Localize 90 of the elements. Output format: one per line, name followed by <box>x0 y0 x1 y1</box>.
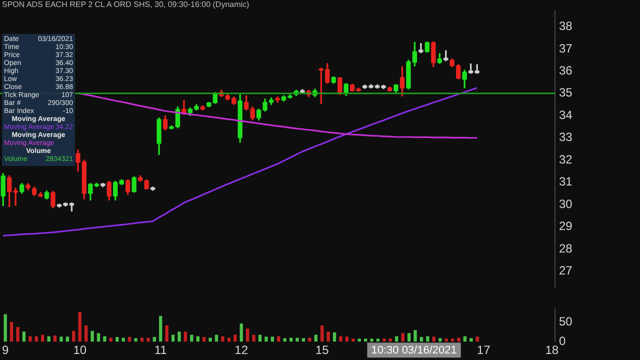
y-tick-label: 38 <box>559 19 573 34</box>
y-tick-label: 29 <box>559 219 573 234</box>
bar <box>134 338 138 342</box>
bar <box>208 338 212 342</box>
y-tick-label: 33 <box>559 130 573 144</box>
x-tick-label: 12 <box>234 343 248 358</box>
bar <box>296 338 299 342</box>
bar <box>314 334 318 342</box>
bar <box>90 330 94 342</box>
bar <box>221 336 224 342</box>
bar <box>382 338 386 342</box>
bar <box>270 336 274 342</box>
bar <box>184 332 188 342</box>
bar <box>78 312 82 342</box>
bar <box>470 338 473 342</box>
bar <box>190 334 194 342</box>
bar <box>332 332 336 342</box>
bar <box>214 334 218 342</box>
bar <box>4 314 7 342</box>
bar <box>358 338 361 342</box>
y-tick-label: 36 <box>559 64 573 78</box>
bar <box>444 338 448 342</box>
bar <box>352 338 355 342</box>
bar <box>302 338 306 342</box>
x-tick-label: 17 <box>476 343 491 358</box>
y-tick-label: 34 <box>559 108 573 122</box>
text: 10:30 03/16/2021 <box>371 344 457 357</box>
chart-title: SPON ADS EACH REP 2 CL A ORD SHS, 30, 09:30-16:00 (Dynamic) <box>2 0 250 9</box>
bar <box>178 332 181 342</box>
bar <box>376 338 380 342</box>
bar <box>476 336 479 342</box>
bar <box>450 338 454 342</box>
bar <box>165 325 168 342</box>
bar <box>388 338 392 342</box>
bar <box>128 337 132 342</box>
bar <box>308 338 312 342</box>
bar <box>72 330 76 342</box>
bar <box>457 338 460 342</box>
bar <box>146 338 150 342</box>
bar <box>370 338 374 342</box>
bar <box>345 336 349 342</box>
bar <box>159 316 162 342</box>
bar <box>258 334 262 342</box>
bar <box>84 325 88 342</box>
bar <box>240 324 243 342</box>
y-tick-label: 35 <box>559 86 573 100</box>
bar <box>22 332 26 342</box>
bar <box>438 338 442 342</box>
x-tick-label: 9 <box>2 343 9 358</box>
bar <box>116 337 119 342</box>
bar <box>60 336 63 342</box>
y-tick-label: 50 <box>559 314 573 329</box>
bar <box>364 338 368 342</box>
x-tick-label: 11 <box>154 343 168 358</box>
bar <box>234 334 237 342</box>
bar <box>41 334 44 342</box>
y-tick-label: 37 <box>559 41 573 56</box>
x-tick-label: 10 <box>73 343 87 358</box>
bar <box>28 336 32 342</box>
bar <box>320 325 324 342</box>
bar <box>152 337 156 342</box>
x-tick-label: 18 <box>545 343 559 358</box>
bar <box>426 336 430 342</box>
bar <box>339 336 342 342</box>
bar <box>66 336 70 342</box>
y-tick-label: 0 <box>559 334 566 348</box>
y-tick-label: 30 <box>559 196 573 211</box>
bar <box>252 334 256 342</box>
y-tick-label: 28 <box>559 241 573 256</box>
bar <box>202 337 206 342</box>
bar <box>407 333 411 342</box>
bar <box>420 337 424 342</box>
bar <box>47 336 50 342</box>
y-tick-label: 27 <box>559 264 573 278</box>
bar <box>283 338 286 342</box>
bar <box>414 330 417 342</box>
bar <box>103 336 106 342</box>
y-tick-label: 31 <box>559 174 573 189</box>
y-tick-label: 32 <box>559 152 573 166</box>
bar <box>246 328 250 342</box>
bar <box>432 336 436 342</box>
bar <box>401 333 404 342</box>
x-tick-label: 15 <box>315 343 330 358</box>
bar <box>53 335 57 342</box>
bar <box>326 332 330 342</box>
bar <box>171 334 175 342</box>
bar <box>264 336 268 342</box>
bar <box>10 322 14 342</box>
bar <box>16 327 20 342</box>
bar <box>96 333 100 342</box>
